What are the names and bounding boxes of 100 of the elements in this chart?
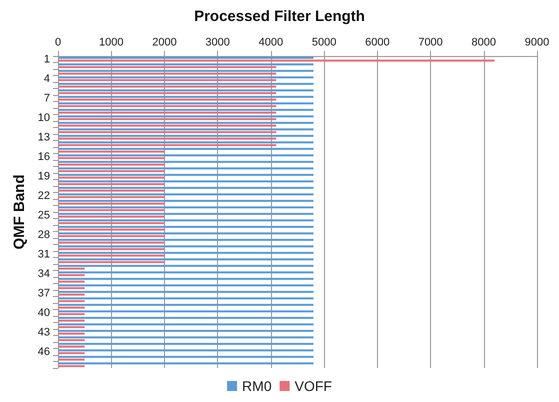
bar — [58, 138, 276, 140]
bar — [58, 66, 276, 68]
bar — [58, 76, 314, 78]
bar — [58, 278, 314, 280]
x-tick-label: 0 — [54, 36, 62, 48]
bar — [58, 167, 314, 170]
bar — [58, 300, 85, 302]
y-tick-label: 13 — [38, 131, 50, 144]
bar — [58, 264, 314, 267]
bar — [58, 209, 164, 212]
bar — [58, 365, 85, 368]
bar — [58, 268, 85, 270]
bar — [58, 330, 314, 332]
bar — [58, 342, 314, 345]
chart-title: Processed Filter Length — [194, 8, 365, 25]
bar — [58, 310, 314, 312]
bar — [58, 232, 314, 234]
y-tick-label: 22 — [38, 190, 50, 202]
bar — [58, 332, 85, 335]
bar — [58, 180, 314, 182]
bar — [58, 196, 164, 198]
x-tick-label: 4000 — [258, 36, 284, 48]
bar — [58, 336, 314, 338]
bar — [58, 170, 164, 172]
bar — [58, 294, 85, 296]
y-tick-label: 10 — [38, 112, 50, 124]
y-tick-label: 31 — [38, 248, 50, 260]
bar — [58, 219, 314, 222]
y-tick-label: 37 — [38, 287, 50, 300]
bar — [58, 206, 314, 208]
bar — [58, 313, 85, 316]
bar — [58, 280, 85, 283]
bar — [58, 304, 314, 306]
x-tick-label: 9000 — [524, 36, 550, 48]
bar — [58, 186, 314, 189]
y-tick-label: 46 — [38, 346, 50, 358]
bar — [58, 284, 314, 286]
bar — [58, 271, 314, 274]
bar — [58, 96, 314, 98]
bar — [58, 216, 164, 218]
bar — [58, 60, 494, 62]
bar — [58, 128, 314, 130]
bar — [58, 154, 314, 156]
y-tick-label: 34 — [38, 268, 50, 280]
bar — [58, 160, 314, 163]
bar — [58, 290, 314, 293]
bar — [58, 164, 164, 166]
y-tick-label: 43 — [38, 326, 50, 338]
bar — [58, 252, 314, 254]
bar — [58, 89, 314, 92]
bar — [58, 326, 85, 328]
bar — [58, 316, 314, 319]
bar — [58, 105, 276, 108]
x-tick-label: 7000 — [418, 36, 443, 48]
x-tick-label: 8000 — [472, 36, 496, 48]
x-tick-label: 6000 — [365, 36, 390, 48]
x-tick-label: 2000 — [152, 36, 177, 48]
bar — [58, 131, 276, 134]
bar — [58, 238, 314, 241]
x-tick-label: 5000 — [312, 36, 336, 48]
bar — [58, 56, 314, 59]
bar — [58, 86, 276, 88]
y-tick-label: 4 — [44, 72, 50, 85]
bar — [58, 82, 314, 85]
legend-label: VOFF — [294, 378, 332, 394]
bar — [58, 98, 276, 101]
bar — [58, 79, 276, 82]
bar — [58, 115, 314, 118]
bar — [58, 212, 314, 215]
bar — [58, 108, 314, 111]
x-tick-label: 3000 — [205, 36, 230, 48]
bar — [58, 176, 164, 179]
y-tick-label: 28 — [38, 228, 50, 241]
bar — [58, 362, 314, 364]
bar — [58, 193, 314, 196]
bar — [58, 323, 314, 326]
bar — [58, 261, 164, 264]
y-tick-label: 25 — [38, 209, 50, 222]
bar — [58, 228, 164, 231]
bar — [58, 190, 164, 192]
bar — [58, 226, 314, 228]
bar — [58, 124, 276, 127]
bar — [58, 148, 314, 150]
bar — [58, 92, 276, 94]
bar — [58, 183, 164, 186]
bar — [58, 134, 314, 137]
y-tick-label: 7 — [44, 92, 50, 104]
y-tick-label: 19 — [38, 170, 50, 182]
bar — [58, 235, 164, 238]
legend-label: RM0 — [242, 378, 272, 394]
bar — [58, 349, 314, 352]
bar — [58, 346, 85, 348]
bar — [58, 222, 164, 224]
y-tick-label: 40 — [38, 306, 50, 319]
bar — [58, 202, 164, 205]
bar — [58, 112, 276, 114]
bar — [58, 157, 164, 160]
bar — [58, 287, 85, 290]
bar — [58, 141, 314, 144]
bar — [58, 144, 276, 146]
